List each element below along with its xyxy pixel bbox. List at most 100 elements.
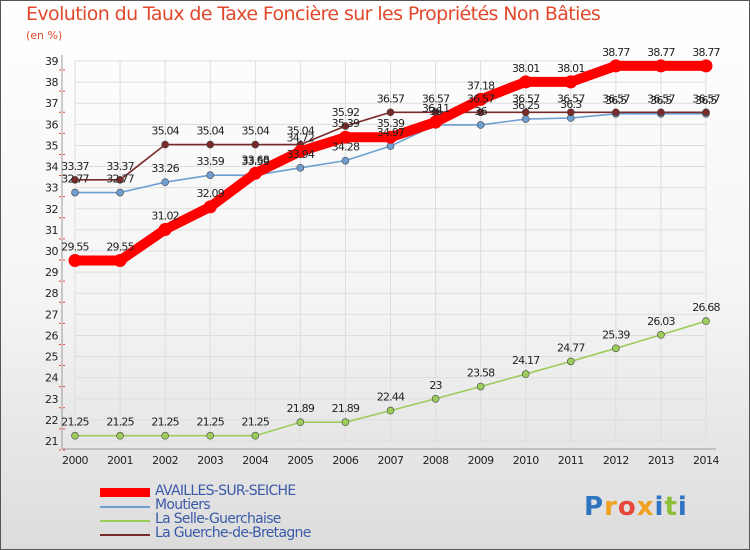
data-label: 33.68 <box>242 153 270 166</box>
logo-letter: o <box>617 492 637 522</box>
data-point <box>431 394 440 403</box>
data-label: 37.18 <box>467 79 495 92</box>
legend-swatch-la-selle-guerchaise <box>100 520 150 522</box>
legend-item-moutiers: Moutiers <box>100 497 400 514</box>
data-point <box>474 92 488 106</box>
y-tick-label: 33 <box>45 182 58 195</box>
legend-swatch-la-guerche-de-bretagne <box>100 534 150 536</box>
data-point <box>654 59 668 73</box>
data-point <box>341 122 350 130</box>
data-label: 25.39 <box>602 328 630 341</box>
data-point <box>429 115 443 129</box>
data-point <box>161 431 169 440</box>
legend-swatch-availles <box>100 488 150 497</box>
data-label: 38.01 <box>557 62 585 75</box>
data-label: 21.25 <box>106 416 134 429</box>
y-tick-label: 24 <box>45 372 58 385</box>
data-label: 21.25 <box>196 416 224 429</box>
data-point <box>609 59 623 73</box>
data-point <box>161 178 169 186</box>
data-point <box>116 188 124 197</box>
data-label: 32.77 <box>106 173 134 186</box>
legend: AVAILLES-SUR-SEICHE Moutiers La Selle-Gu… <box>100 483 400 542</box>
y-tick-label: 39 <box>45 55 58 68</box>
data-label: 36.57 <box>602 92 630 105</box>
x-tick-label: 2004 <box>242 454 268 467</box>
data-point <box>338 130 352 144</box>
data-point <box>206 171 215 180</box>
data-label: 35.39 <box>332 117 360 130</box>
legend-label-la-guerche-de-bretagne: La Guerche-de-Bretagne <box>155 525 311 541</box>
data-point <box>296 164 305 172</box>
data-label: 29.55 <box>106 241 134 254</box>
data-label: 21.25 <box>151 416 179 429</box>
data-label: 38.77 <box>692 46 720 59</box>
data-point <box>476 121 485 129</box>
data-label: 36.57 <box>467 92 495 105</box>
y-tick-label: 29 <box>45 266 58 279</box>
data-label: 36.5 <box>605 94 627 107</box>
data-point <box>116 431 124 440</box>
data-label: 33.94 <box>287 148 315 161</box>
data-label: 26.68 <box>692 301 720 314</box>
data-point <box>657 331 665 339</box>
data-label: 21.89 <box>287 402 315 415</box>
data-label: 32.77 <box>61 173 89 186</box>
data-label: 35.04 <box>287 125 315 138</box>
logo-letter: P <box>584 492 605 522</box>
data-point <box>293 144 307 158</box>
data-point <box>71 188 79 197</box>
y-tick-label: 28 <box>45 287 58 300</box>
y-tick-label: 26 <box>45 329 58 342</box>
data-label: 21.25 <box>61 416 89 429</box>
data-point <box>521 108 530 117</box>
data-label: 36.57 <box>647 92 675 105</box>
data-point <box>71 431 79 440</box>
data-label: 38.77 <box>647 46 675 59</box>
x-tick-label: 2007 <box>378 454 404 467</box>
y-tick-label: 21 <box>45 435 58 448</box>
data-label: 33.26 <box>151 162 179 175</box>
data-label: 36.57 <box>692 92 720 105</box>
data-point <box>612 344 620 353</box>
legend-swatch-moutiers <box>100 506 150 508</box>
data-label: 36.57 <box>557 92 585 105</box>
x-tick-label: 2006 <box>332 454 358 467</box>
x-tick-label: 2000 <box>62 454 88 467</box>
data-point <box>116 176 124 184</box>
legend-item-la-selle-guerchaise: La Selle-Guerchaise <box>100 511 400 528</box>
data-label: 36.5 <box>650 94 672 107</box>
data-label: 36.25 <box>512 99 540 112</box>
data-point <box>476 108 485 117</box>
logo-letter: i <box>677 492 688 522</box>
x-tick-label: 2002 <box>152 454 178 467</box>
data-point <box>384 130 397 144</box>
data-label: 36.57 <box>422 92 450 105</box>
data-point <box>386 108 395 117</box>
x-tick-label: 2011 <box>558 454 584 467</box>
data-label: 34.28 <box>332 141 360 154</box>
y-tick-label: 31 <box>45 224 58 237</box>
data-label: 23.58 <box>467 367 495 380</box>
data-point <box>206 431 215 440</box>
data-point <box>386 406 395 415</box>
data-point <box>699 59 713 73</box>
x-tick-label: 2010 <box>513 454 539 467</box>
data-label: 33.37 <box>106 160 134 173</box>
y-tick-label: 30 <box>45 245 58 258</box>
data-point <box>68 254 82 267</box>
data-point <box>71 176 79 184</box>
logo-letter: i <box>654 492 665 522</box>
x-tick-label: 2013 <box>648 454 674 467</box>
data-label: 35.92 <box>332 106 360 119</box>
data-point <box>564 75 578 89</box>
x-tick-label: 2008 <box>423 454 449 467</box>
y-tick-label: 37 <box>45 97 58 110</box>
data-point <box>206 140 215 149</box>
data-label: 36.57 <box>377 92 405 105</box>
data-label: 35.04 <box>242 125 270 138</box>
data-label: 34.72 <box>287 131 315 144</box>
data-label: 36.3 <box>560 98 582 111</box>
